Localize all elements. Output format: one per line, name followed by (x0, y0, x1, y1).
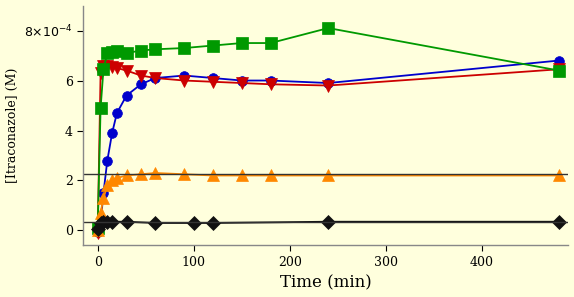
Line: kokrystal ITR:k: kokrystal ITR:k (92, 23, 564, 233)
kokrystal ITR:k (152, 48, 159, 51)
kokrystal ITR:L-jablecna (2:1) (181, 79, 188, 82)
kokrystal ITR:k (210, 44, 216, 47)
amorfni forma 2 (238, 174, 245, 177)
amorfni forma (152, 76, 159, 80)
amorfni forma 2 (114, 176, 121, 180)
kokrystal ITR:L-jablecna (2:1) (210, 80, 216, 83)
itrakonazol kristalicky (152, 221, 159, 225)
kokrystal ITR:L-jablecna (2:1) (238, 81, 245, 85)
Line: kokrystal ITR:L-jablecna (2:1): kokrystal ITR:L-jablecna (2:1) (92, 60, 564, 238)
amorfni forma 2 (556, 174, 563, 177)
amorfni forma (100, 191, 107, 195)
kokrystal ITR:L-jablecna (2:1) (104, 64, 111, 67)
itrakonazol kristalicky (104, 220, 111, 224)
kokrystal ITR:k (138, 49, 145, 52)
amorfni forma 2 (97, 211, 104, 215)
kokrystal ITR:k (94, 226, 101, 230)
amorfni forma (181, 74, 188, 77)
kokrystal ITR:L-jablecna (2:1) (94, 231, 101, 235)
Line: amorfni forma: amorfni forma (93, 56, 564, 237)
amorfni forma 2 (152, 171, 159, 175)
itrakonazol kristalicky (123, 220, 130, 224)
kokrystal ITR:k (238, 41, 245, 45)
amorfni forma (97, 221, 104, 225)
kokrystal ITR:k (123, 51, 130, 55)
kokrystal ITR:L-jablecna (2:1) (123, 69, 130, 72)
amorfni forma (267, 79, 274, 82)
Line: amorfni forma 2: amorfni forma 2 (92, 168, 564, 236)
kokrystal ITR:L-jablecna (2:1) (152, 76, 159, 80)
amorfni forma 2 (100, 196, 107, 200)
kokrystal ITR:L-jablecna (2:1) (556, 67, 563, 71)
Y-axis label: [Itraconazole] (M): [Itraconazole] (M) (6, 68, 18, 183)
kokrystal ITR:k (267, 41, 274, 45)
Line: itrakonazol kristalicky: itrakonazol kristalicky (93, 217, 564, 234)
kokrystal ITR:k (181, 46, 188, 50)
amorfni forma (123, 94, 130, 97)
kokrystal ITR:k (108, 50, 115, 53)
kokrystal ITR:L-jablecna (2:1) (138, 74, 145, 77)
kokrystal ITR:k (114, 49, 121, 52)
amorfni forma (210, 76, 216, 80)
amorfni forma 2 (181, 173, 188, 176)
kokrystal ITR:L-jablecna (2:1) (100, 64, 107, 67)
kokrystal ITR:k (97, 106, 104, 110)
amorfni forma (556, 59, 563, 62)
amorfni forma (325, 81, 332, 85)
amorfni forma (138, 83, 145, 86)
amorfni forma 2 (210, 174, 216, 177)
kokrystal ITR:L-jablecna (2:1) (108, 65, 115, 69)
amorfni forma 2 (138, 173, 145, 176)
amorfni forma 2 (267, 174, 274, 177)
kokrystal ITR:L-jablecna (2:1) (267, 83, 274, 86)
itrakonazol kristalicky (100, 220, 107, 224)
itrakonazol kristalicky (97, 221, 104, 225)
kokrystal ITR:L-jablecna (2:1) (114, 66, 121, 70)
itrakonazol kristalicky (556, 220, 563, 224)
amorfni forma 2 (104, 184, 111, 187)
amorfni forma (94, 230, 101, 233)
itrakonazol kristalicky (325, 220, 332, 224)
amorfni forma (114, 111, 121, 115)
kokrystal ITR:L-jablecna (2:1) (97, 71, 104, 75)
amorfni forma 2 (325, 174, 332, 177)
kokrystal ITR:k (556, 69, 563, 72)
amorfni forma (104, 159, 111, 162)
itrakonazol kristalicky (210, 221, 216, 225)
X-axis label: Time (min): Time (min) (280, 274, 372, 291)
itrakonazol kristalicky (191, 221, 197, 225)
amorfni forma 2 (94, 229, 101, 232)
kokrystal ITR:k (325, 26, 332, 30)
kokrystal ITR:L-jablecna (2:1) (325, 84, 332, 87)
kokrystal ITR:k (100, 67, 107, 71)
amorfni forma (238, 79, 245, 82)
kokrystal ITR:k (104, 51, 111, 55)
amorfni forma 2 (123, 174, 130, 177)
amorfni forma 2 (108, 179, 115, 182)
amorfni forma (108, 131, 115, 135)
itrakonazol kristalicky (108, 220, 115, 224)
itrakonazol kristalicky (94, 228, 101, 231)
